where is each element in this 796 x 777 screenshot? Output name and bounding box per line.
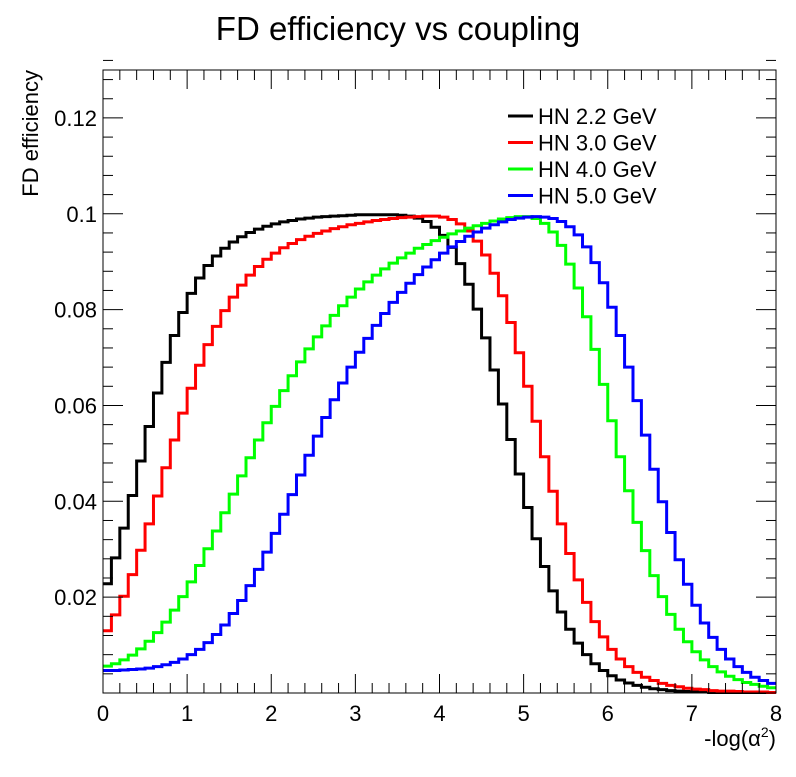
x-tick-label: 7 xyxy=(686,701,698,726)
y-tick-label: 0.1 xyxy=(66,202,97,227)
x-tick-label: 5 xyxy=(518,701,530,726)
x-axis-label-superscript: 2 xyxy=(761,724,769,740)
x-tick-label: 0 xyxy=(97,701,109,726)
y-tick-label: 0.12 xyxy=(54,106,97,131)
x-tick-label: 3 xyxy=(349,701,361,726)
y-tick-label: 0.02 xyxy=(54,585,97,610)
x-tick-label: 1 xyxy=(181,701,193,726)
y-axis-label: FD efficiency xyxy=(18,70,43,197)
x-axis-label-close: ) xyxy=(769,726,776,751)
y-tick-label: 0.06 xyxy=(54,393,97,418)
axes: 0 1 2 3 4 5 6 7 8 0.02 0.04 0.06 0.08 0.1 0.12 xyxy=(54,59,782,726)
legend-label-1: HN 3.0 GeV xyxy=(538,131,657,156)
y-tick-label: 0.04 xyxy=(54,489,97,514)
x-tick-label: 6 xyxy=(602,701,614,726)
plot-area xyxy=(103,213,776,695)
legend-label-3: HN 5.0 GeV xyxy=(538,184,657,209)
legend-label-0: HN 2.2 GeV xyxy=(538,104,657,129)
series-line-1 xyxy=(103,214,776,695)
x-tick-label: 8 xyxy=(770,701,782,726)
plot-frame xyxy=(102,69,777,694)
chart-title: FD efficiency vs coupling xyxy=(216,10,580,47)
series-line-3 xyxy=(103,215,776,685)
x-axis-label-main: -log(α xyxy=(704,726,761,751)
x-tick-label: 2 xyxy=(265,701,277,726)
x-axis-label: -log(α2) xyxy=(704,724,776,751)
legend-label-2: HN 4.0 GeV xyxy=(538,157,657,182)
x-tick-label: 4 xyxy=(433,701,445,726)
series-line-2 xyxy=(103,215,776,690)
series-line-0 xyxy=(103,213,776,695)
y-tick-label: 0.08 xyxy=(54,298,97,323)
